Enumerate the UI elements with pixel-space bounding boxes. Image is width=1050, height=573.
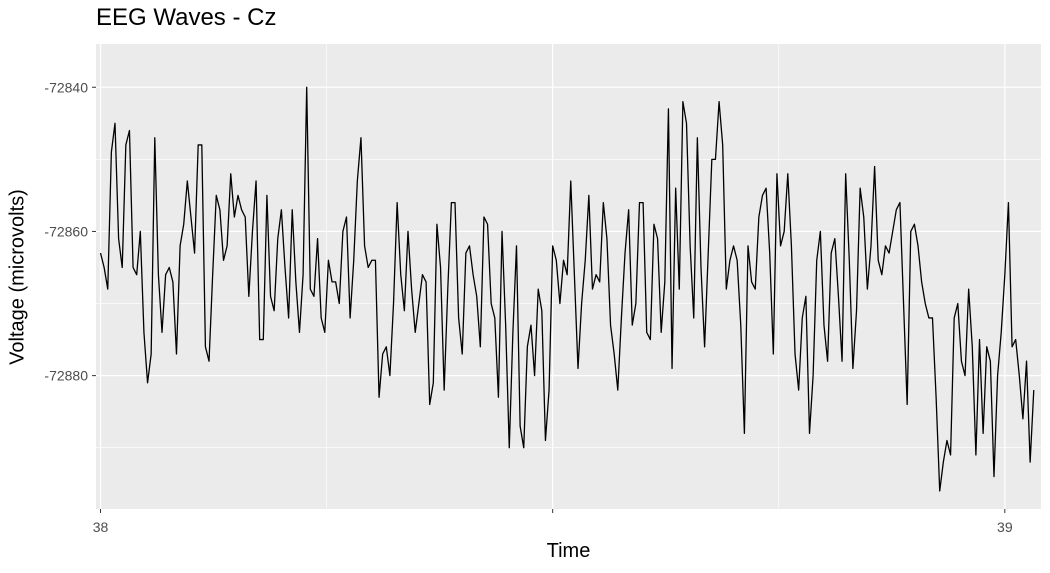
x-axis-label: Time — [546, 540, 591, 562]
plot-panel — [96, 44, 1041, 509]
x-tick-label: 38 — [93, 519, 109, 535]
eeg-series-line — [99, 86, 1035, 492]
y-tick-label: -72880 — [44, 368, 88, 384]
y-tick-label: -72860 — [44, 223, 88, 239]
chart-title: EEG Waves - Cz — [96, 4, 277, 31]
axes: -72840 -72860 -72880 38 39 — [44, 79, 1012, 535]
y-tick-label: -72840 — [44, 79, 88, 95]
x-tick-label: 39 — [997, 519, 1013, 535]
y-axis-label: Voltage (microvolts) — [6, 189, 29, 365]
